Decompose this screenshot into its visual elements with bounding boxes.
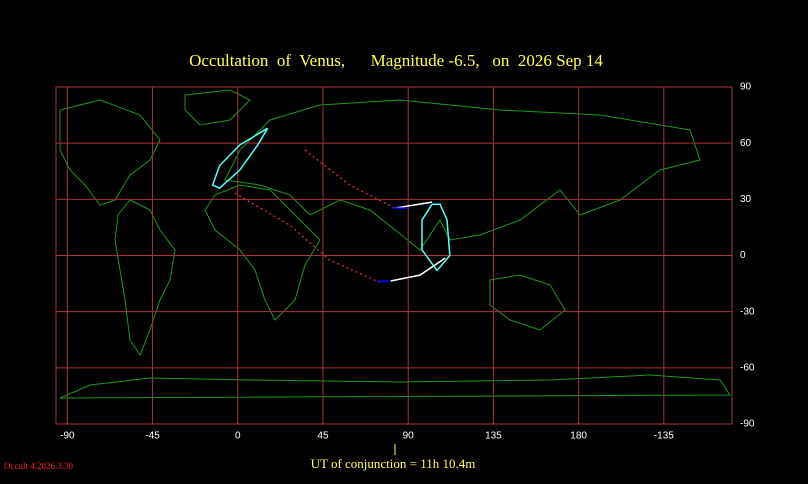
x-tick-label: 135 [485, 431, 502, 442]
north-america [59, 99, 161, 206]
x-tick-label: -90 [60, 431, 75, 442]
track [304, 149, 396, 209]
track [389, 257, 446, 282]
y-tick-label: -90 [740, 419, 755, 430]
y-tick-label: 0 [740, 250, 746, 261]
y-tick-label: 60 [740, 138, 752, 149]
footer: UT of conjunction = 11h 10.4m [311, 456, 476, 471]
track [394, 201, 433, 209]
x-tick-label: -135 [654, 431, 674, 442]
x-tick-label: -45 [145, 431, 160, 442]
y-tick-label: -60 [740, 362, 755, 373]
antarctica [59, 374, 731, 399]
track [211, 127, 269, 189]
greenland [184, 89, 251, 126]
x-tick-label: 0 [235, 431, 241, 442]
track [421, 203, 451, 272]
map-border [55, 86, 733, 425]
coastlines [59, 89, 731, 399]
track [234, 192, 381, 283]
south-america [114, 199, 176, 357]
eurasia [224, 99, 701, 251]
x-tick-label: 90 [403, 431, 415, 442]
y-tick-label: 90 [740, 82, 752, 93]
x-tick-label: 180 [570, 431, 587, 442]
chart-title: Occultation of Venus, Magnitude -6.5, on… [189, 51, 603, 70]
x-tick-label: 45 [317, 431, 329, 442]
africa [204, 184, 321, 321]
y-tick-label: -30 [740, 306, 755, 317]
y-tick-label: 30 [740, 194, 752, 205]
credit: Occult 4.2026.3.30 [4, 461, 73, 471]
